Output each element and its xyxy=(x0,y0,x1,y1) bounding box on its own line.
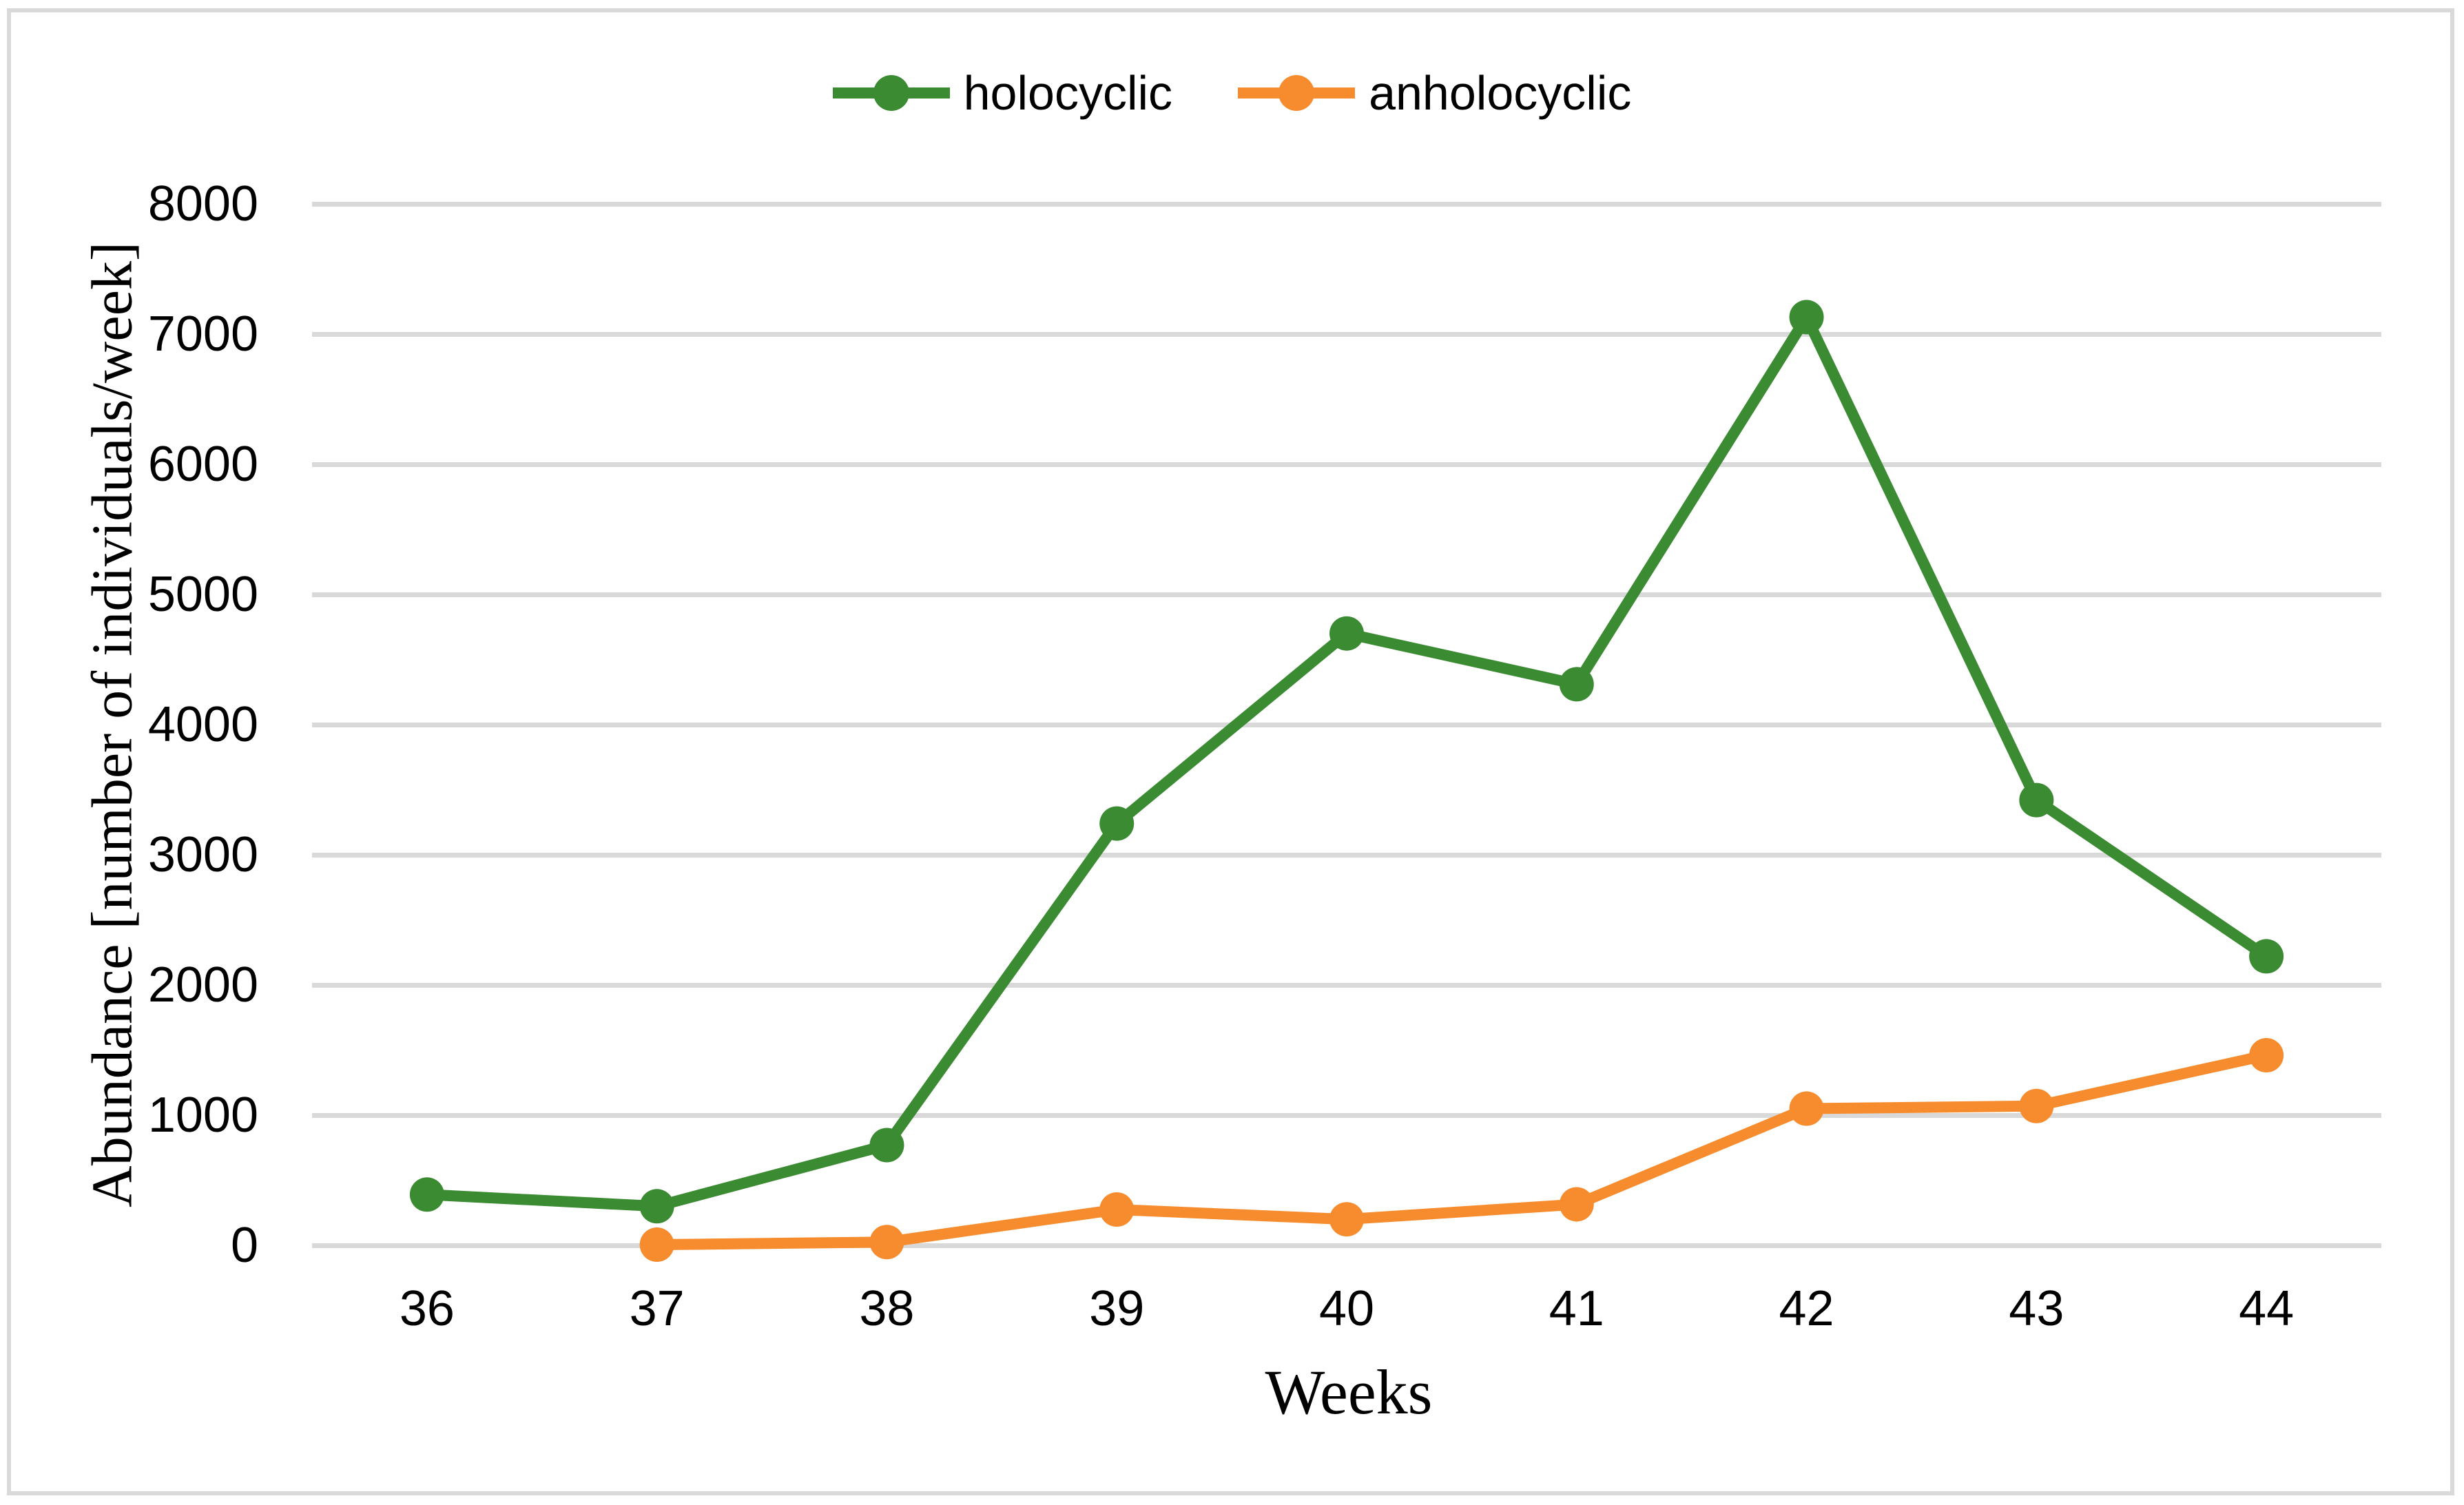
gridline-7000 xyxy=(312,332,2381,337)
anholocyclic-line-marker-icon xyxy=(1238,71,1356,115)
legend-item-anholocyclic: anholocyclic xyxy=(1238,69,1631,117)
data-point-holocyclic-38 xyxy=(869,1128,904,1163)
x-tick-label-42: 42 xyxy=(1779,1281,1834,1336)
data-point-holocyclic-43 xyxy=(2019,782,2054,818)
data-point-anholocyclic-43 xyxy=(2019,1088,2054,1123)
y-tick-label-2000: 2000 xyxy=(147,957,258,1013)
data-point-anholocyclic-42 xyxy=(1789,1091,1824,1126)
data-point-holocyclic-40 xyxy=(1329,616,1364,651)
legend: holocyclic anholocyclic xyxy=(0,69,2464,117)
y-tick-label-5000: 5000 xyxy=(147,567,258,622)
y-tick-label-0: 0 xyxy=(230,1218,258,1273)
x-tick-label-37: 37 xyxy=(629,1281,685,1336)
y-tick-label-8000: 8000 xyxy=(147,176,258,231)
legend-circle-marker xyxy=(1278,75,1315,111)
y-tick-label-3000: 3000 xyxy=(147,827,258,882)
legend-item-holocyclic: holocyclic xyxy=(832,66,1173,120)
series-line-anholocyclic xyxy=(651,1050,2273,1251)
series-line-holocyclic xyxy=(421,311,2273,1212)
data-point-holocyclic-44 xyxy=(2249,939,2284,974)
data-point-holocyclic-39 xyxy=(1099,806,1135,841)
data-point-anholocyclic-38 xyxy=(869,1225,904,1260)
gridline-6000 xyxy=(312,462,2381,467)
y-tick-label-6000: 6000 xyxy=(147,437,258,492)
x-tick-label-41: 41 xyxy=(1549,1281,1604,1336)
x-tick-label-39: 39 xyxy=(1089,1281,1145,1336)
legend-label-anholocyclic: anholocyclic xyxy=(1369,66,1632,120)
x-tick-label-38: 38 xyxy=(859,1281,915,1336)
x-tick-label-43: 43 xyxy=(2009,1281,2064,1336)
gridline-5000 xyxy=(312,592,2381,597)
holocyclic-line-marker-icon xyxy=(832,71,950,115)
y-tick-label-4000: 4000 xyxy=(147,697,258,752)
legend-circle-marker xyxy=(873,75,909,111)
data-point-anholocyclic-40 xyxy=(1329,1202,1364,1237)
gridline-1000 xyxy=(312,1113,2381,1118)
x-tick-label-40: 40 xyxy=(1318,1281,1375,1336)
data-point-anholocyclic-44 xyxy=(2249,1038,2284,1073)
figure-border xyxy=(7,8,2454,1495)
data-point-anholocyclic-39 xyxy=(1099,1192,1135,1227)
gridline-8000 xyxy=(312,202,2381,207)
data-point-holocyclic-41 xyxy=(1559,667,1594,702)
x-tick-label-44: 44 xyxy=(2239,1281,2295,1336)
x-axis-title: Weeks xyxy=(1265,1357,1433,1427)
gridline-2000 xyxy=(312,983,2381,988)
data-point-holocyclic-36 xyxy=(409,1177,444,1212)
x-tick-label-36: 36 xyxy=(399,1281,455,1336)
gridline-3000 xyxy=(312,853,2381,858)
data-point-holocyclic-37 xyxy=(639,1189,674,1224)
data-point-anholocyclic-37 xyxy=(639,1227,674,1263)
y-tick-label-7000: 7000 xyxy=(147,307,258,362)
gridline-4000 xyxy=(312,723,2381,727)
data-point-holocyclic-42 xyxy=(1789,300,1824,335)
data-point-anholocyclic-41 xyxy=(1559,1187,1594,1222)
y-tick-label-1000: 1000 xyxy=(147,1088,258,1143)
legend-label-holocyclic: holocyclic xyxy=(963,66,1173,120)
gridline-0 xyxy=(312,1243,2381,1248)
